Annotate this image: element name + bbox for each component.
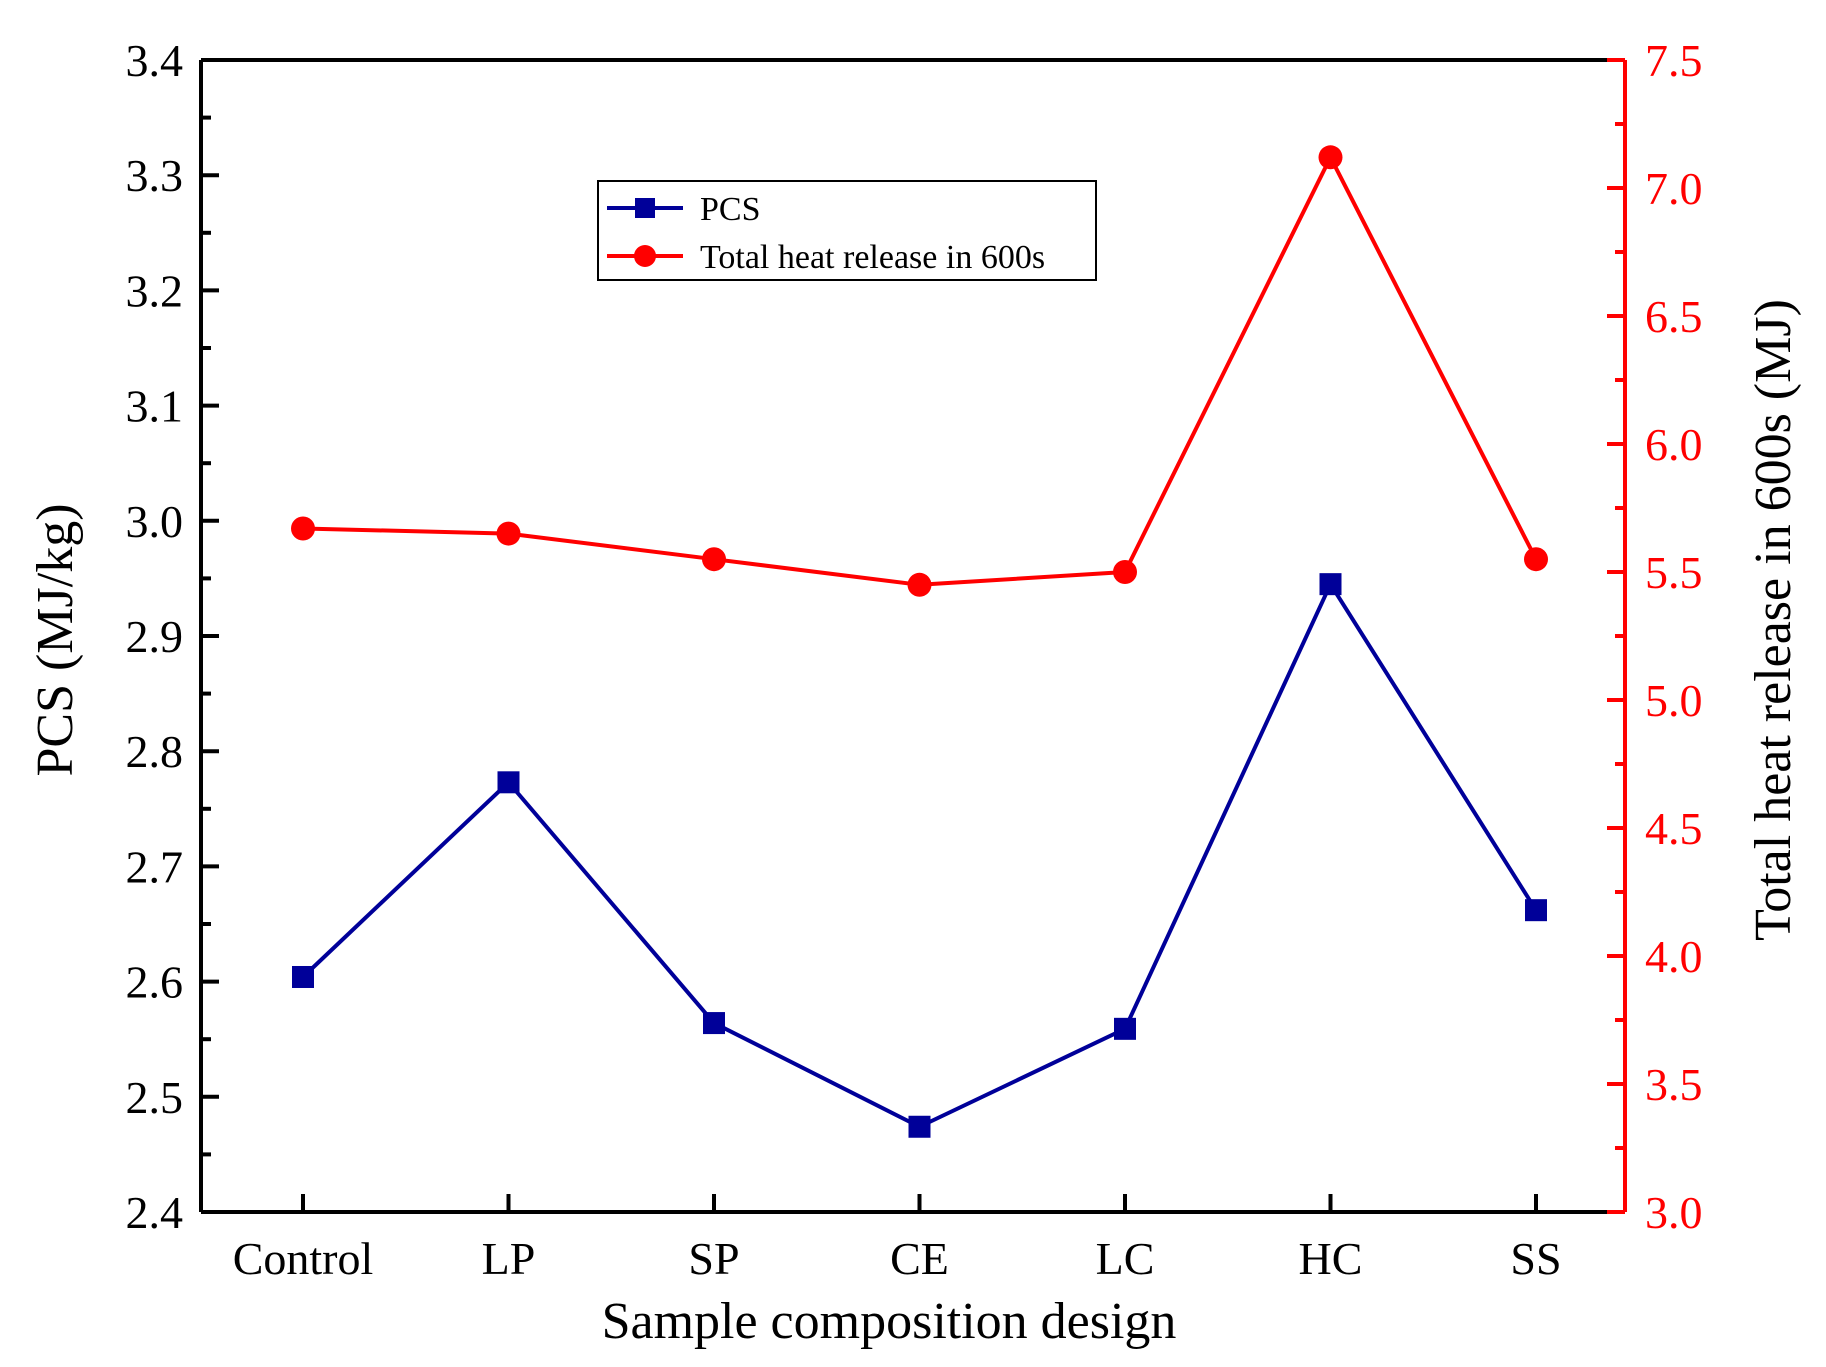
pcs-point [1319,573,1342,596]
heat-release-point [496,521,521,546]
left-tick-label: 2.8 [126,726,184,777]
right-y-axis: 3.0 3.5 4.0 4.5 5.0 5.5 6.0 6.5 7.0 7.5 [1607,35,1703,1238]
right-tick-label: 3.5 [1645,1059,1703,1110]
pcs-point [1114,1017,1136,1040]
left-y-axis: 2.4 2.5 2.6 2.7 2.8 2.9 3.0 3.1 3.2 3.3 3.4 [126,35,219,1238]
legend-box [597,180,1097,281]
pcs-point [908,1115,931,1138]
x-axis: Control LP SP CE LC HC SS [233,1194,1562,1284]
left-tick-label: 2.6 [126,957,184,1008]
right-tick-label: 4.5 [1645,803,1703,854]
left-tick-label: 3.3 [126,150,184,201]
right-tick-label: 6.0 [1645,419,1703,470]
series-heat-release [291,145,1548,597]
pcs-point [497,771,520,794]
x-tick-label: SP [688,1233,739,1284]
heat-release-point [1113,560,1137,584]
right-tick-label: 6.5 [1645,291,1703,342]
left-tick-label: 2.7 [126,841,184,892]
legend-pcs-marker [635,198,655,218]
x-tick-label: Control [233,1233,374,1284]
x-tick-label: CE [890,1233,949,1284]
heat-release-point [291,516,315,541]
legend-heat-marker [634,245,656,267]
pcs-point [1525,899,1547,922]
legend-heat-label: Total heat release in 600s [700,239,1045,276]
legend-pcs-label: PCS [700,191,761,228]
left-tick-label: 3.4 [126,35,184,86]
pcs-point [292,965,314,988]
right-tick-label: 5.5 [1645,547,1703,598]
heat-release-point [1524,547,1548,572]
left-y-axis-title: PCS (MJ/kg) [27,503,84,776]
left-tick-label: 3.1 [126,381,184,432]
legend: PCS Total heat release in 600s [597,180,1097,281]
left-tick-label: 3.2 [126,265,184,316]
x-axis-title: Sample composition design [602,1293,1177,1350]
left-tick-label: 2.4 [126,1187,184,1238]
x-tick-label: SS [1510,1233,1561,1284]
heat-release-point [702,547,726,572]
pcs-point [703,1012,725,1035]
x-tick-label: HC [1299,1233,1363,1284]
x-tick-label: LC [1096,1233,1155,1284]
series-line [301,582,1538,1129]
right-tick-label: 4.0 [1645,931,1703,982]
right-tick-label: 5.0 [1645,675,1703,726]
left-tick-label: 2.5 [126,1072,184,1123]
right-tick-label: 7.0 [1645,163,1703,214]
series-layer [291,145,1548,1138]
right-tick-label: 7.5 [1645,35,1703,86]
right-tick-label: 3.0 [1645,1187,1703,1238]
heat-release-point [907,572,932,597]
x-tick-label: LP [482,1233,536,1284]
left-tick-label: 2.9 [126,611,184,662]
series-pcs [292,573,1547,1138]
left-tick-label: 3.0 [126,496,184,547]
right-y-axis-title: Total heat release in 600s (MJ) [1745,299,1802,941]
heat-release-point [1318,145,1343,170]
